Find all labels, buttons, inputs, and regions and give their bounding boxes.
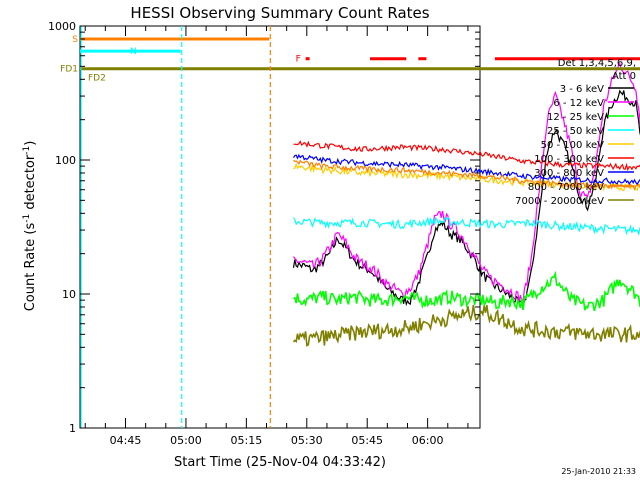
series-line-3 (292, 216, 640, 236)
legend-label: 25 - 50 keV (547, 126, 604, 137)
legend: Det 1,3,4,5,6,9, Att 0 3 - 6 keV 6 - 12 keV… (515, 58, 636, 207)
legend-label: 6 - 12 keV (553, 98, 604, 109)
legend-label: 50 - 100 keV (541, 140, 605, 151)
y-tick-label: 10 (62, 288, 76, 301)
x-tick-label: 05:30 (291, 434, 323, 447)
series-line-4 (293, 162, 640, 192)
legend-label: 7000 - 20000 keV (515, 196, 604, 207)
flag-layer: S N FD1 FD2 F (60, 35, 640, 83)
series-line-2 (293, 270, 640, 312)
series-line-5 (293, 140, 640, 172)
y-tick-label: 100 (55, 154, 76, 167)
y-axis-label: Count Rate (s-1 detector-1) (22, 141, 38, 312)
flag-label: S (72, 35, 78, 45)
legend-label: 12 - 25 keV (547, 112, 604, 123)
flag-label: FD2 (88, 73, 106, 83)
flag-label: N (130, 47, 137, 57)
y-tick-label: 1 (69, 422, 76, 435)
timestamp: 25-Jan-2010 21:33 (561, 467, 636, 476)
x-tick-label: 06:00 (412, 434, 444, 447)
plot-frame (79, 25, 481, 429)
flag-label: FD1 (60, 65, 78, 75)
axis-layer: 1 10 100 1000 04:45 05:00 05:15 05:30 05:45 06:00 (48, 20, 480, 447)
legend-label: 100 - 300 keV (534, 154, 604, 165)
marker-layer (80, 26, 271, 428)
legend-label: 300 - 800 keV (534, 168, 604, 179)
legend-label: 3 - 6 keV (560, 84, 604, 95)
x-tick-label: 05:45 (351, 434, 383, 447)
series-line-7 (293, 159, 640, 191)
x-tick-label: 04:45 (110, 434, 142, 447)
flag-label: F (296, 55, 301, 65)
x-axis-label: Start Time (25-Nov-04 04:33:42) (174, 455, 386, 470)
legend-header: Att 0 (612, 71, 636, 82)
series-layer (292, 61, 640, 347)
legend-label: 800 - 7000 keV (528, 182, 604, 193)
chart-title: HESSI Observing Summary Count Rates (130, 4, 429, 22)
series-line-6 (292, 153, 640, 186)
y-tick-label: 1000 (48, 20, 76, 33)
series-line-8 (292, 304, 640, 347)
x-tick-label: 05:15 (231, 434, 263, 447)
legend-header: Det 1,3,4,5,6,9, (558, 58, 636, 69)
series-line-1 (293, 61, 640, 303)
x-tick-label: 05:00 (170, 434, 202, 447)
